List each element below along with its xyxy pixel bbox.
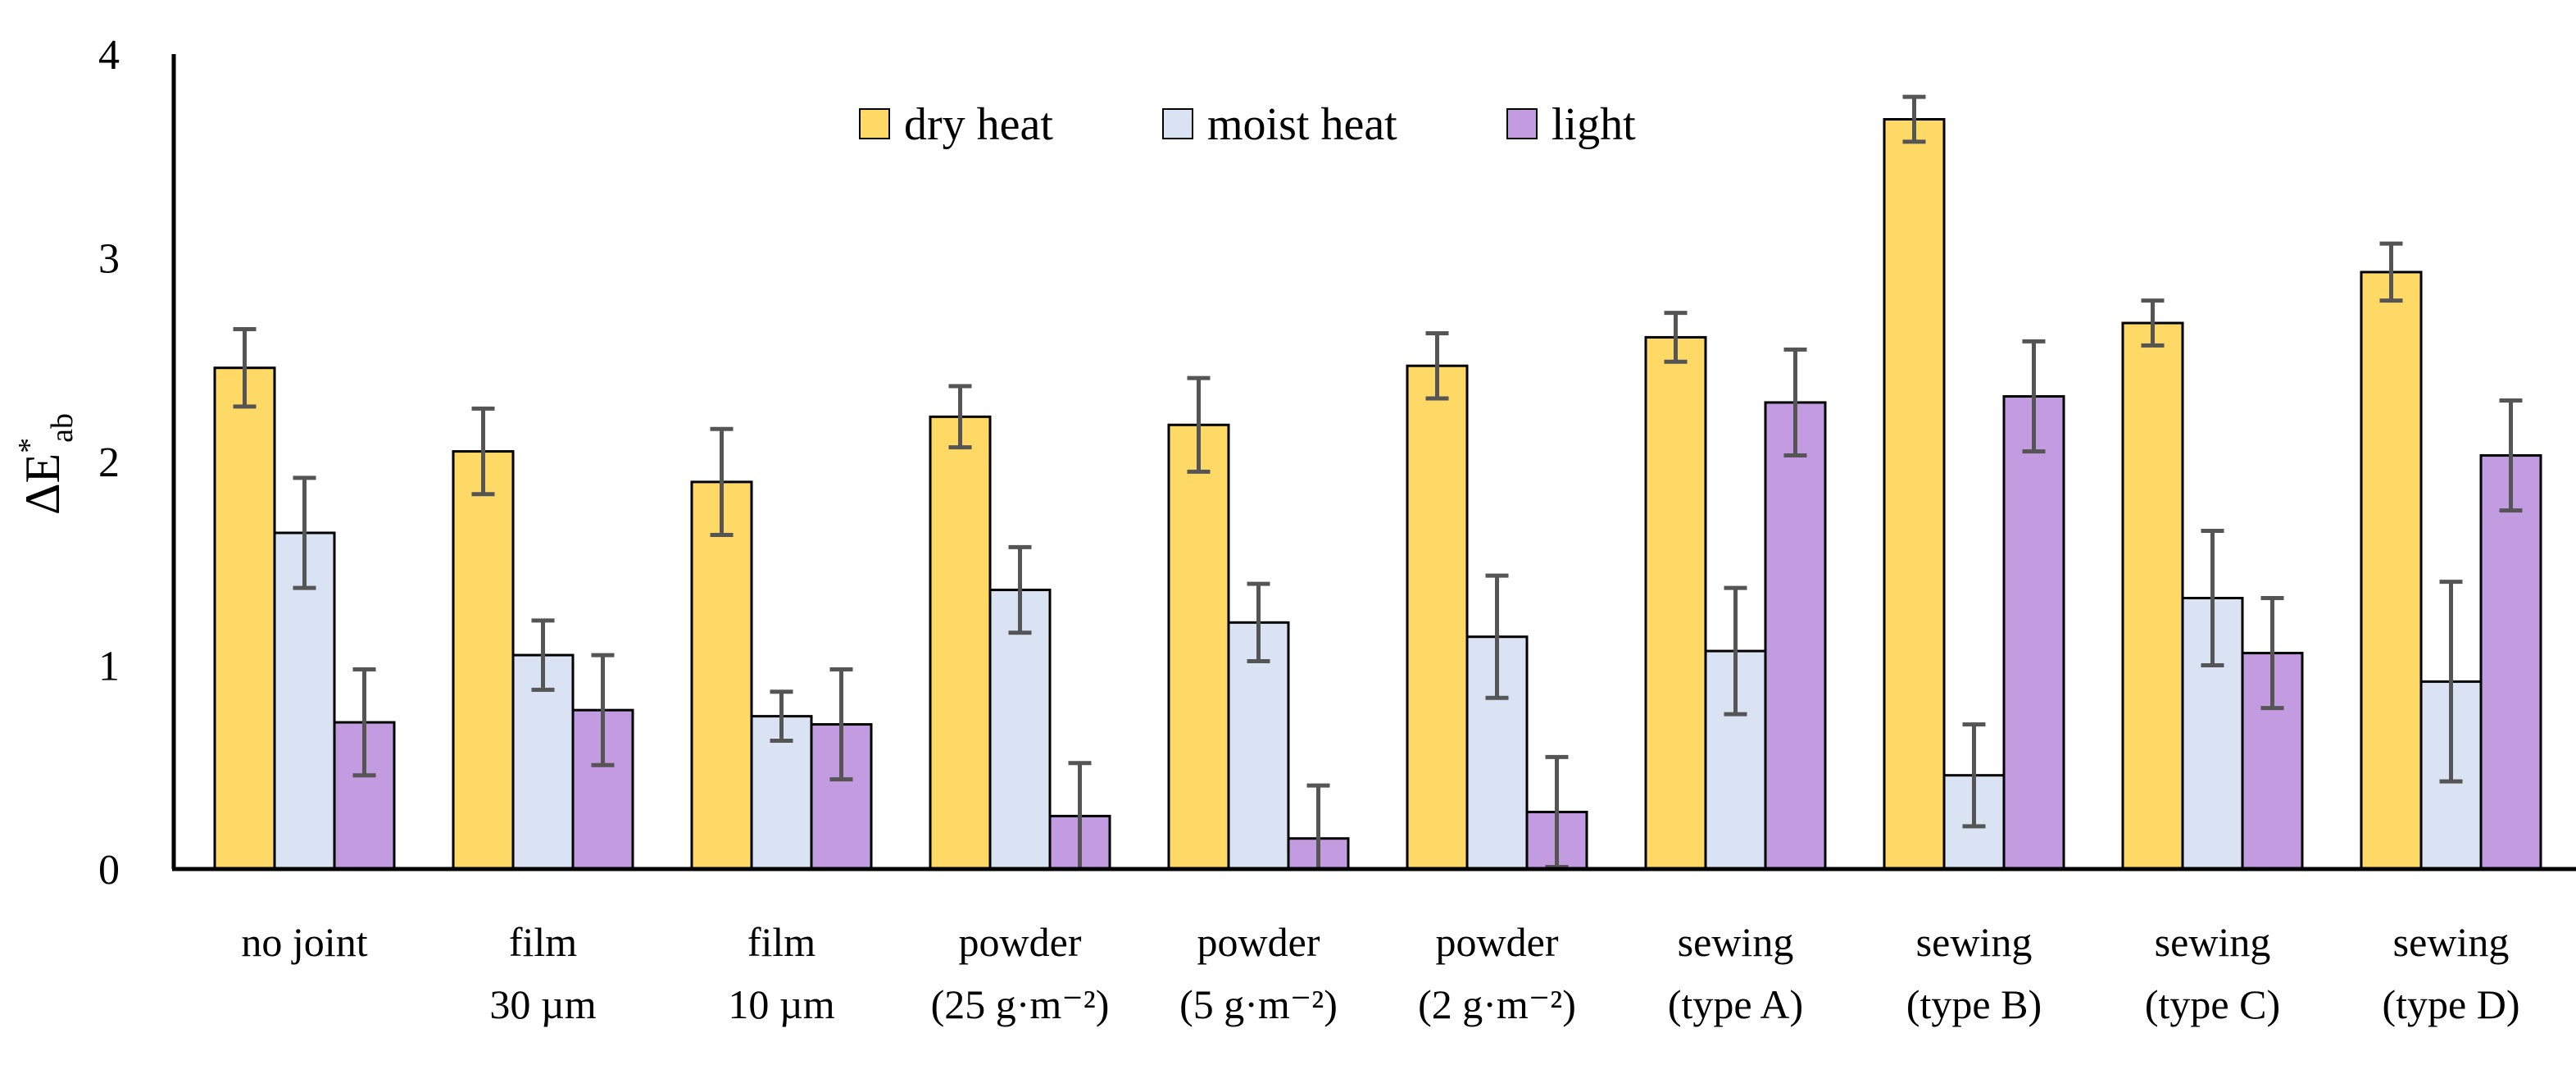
category-label-line1: powder	[1197, 919, 1320, 965]
y-tick-labels: 0 1 2 3 4	[98, 32, 120, 894]
y-tick-label: 3	[98, 236, 120, 283]
category-label-line1: sewing	[1678, 919, 1794, 965]
y-tick-label: 4	[98, 32, 120, 79]
bar-dry-heat	[690, 480, 753, 871]
error-bars-group	[233, 94, 2523, 871]
error-bar-dry-heat	[1664, 311, 1688, 364]
legend: dry heat moist heat light	[859, 99, 1636, 150]
category-label: film 10 µm	[728, 919, 834, 1027]
category-label-line1: film	[509, 919, 577, 965]
error-bar-dry-heat	[948, 384, 972, 450]
category-label-line2: (2 g·m⁻²)	[1418, 981, 1576, 1027]
category-label: no joint	[241, 919, 367, 965]
category-label-line1: film	[747, 919, 816, 965]
legend-label-dry-heat: dry heat	[904, 99, 1053, 150]
category-labels: no joint film 30 µm film 10 µm powder (25 g…	[241, 919, 2519, 1027]
category-label-line1: sewing	[2393, 919, 2510, 965]
error-bar-dry-heat	[1187, 375, 1211, 474]
legend-swatch-dry-heat	[859, 108, 890, 139]
error-bar-dry-heat	[710, 426, 734, 537]
error-bar-moist-heat	[1008, 544, 1032, 635]
error-bar-moist-heat	[2201, 528, 2224, 667]
bar-light	[2479, 454, 2542, 871]
category-label-line2: 30 µm	[489, 981, 596, 1027]
bar-dry-heat	[1167, 423, 1230, 871]
error-bar-moist-heat	[1962, 722, 1986, 829]
error-bar-light	[2499, 398, 2523, 513]
y-tick-label: 2	[98, 439, 120, 486]
category-label-line2: 10 µm	[728, 981, 834, 1027]
y-tick-label: 1	[98, 644, 120, 690]
category-label-line2: (type B)	[1906, 981, 2042, 1027]
error-bar-moist-heat	[1724, 585, 1747, 717]
y-axis-label-sup: *	[12, 438, 47, 453]
category-label-line2: (25 g·m⁻²)	[931, 981, 1110, 1027]
bar-light	[2002, 394, 2065, 871]
bar-light	[1764, 401, 1827, 871]
category-label-line2: (type D)	[2383, 981, 2520, 1027]
error-bar-moist-heat	[1247, 581, 1270, 664]
error-bar-moist-heat	[770, 689, 793, 743]
category-label-line1: no joint	[241, 919, 367, 965]
y-axis-label: ΔE*ab	[12, 413, 80, 515]
error-bar-dry-heat	[1902, 94, 1926, 144]
category-label: sewing (type C)	[2145, 919, 2280, 1027]
category-label-line1: sewing	[2155, 919, 2271, 965]
category-label-line2: (type A)	[1668, 981, 1803, 1027]
category-label: sewing (type D)	[2383, 919, 2520, 1027]
category-label: sewing (type B)	[1906, 919, 2042, 1027]
bar-dry-heat	[2121, 321, 2184, 871]
bar-dry-heat	[929, 415, 992, 871]
category-label: film 30 µm	[489, 919, 596, 1027]
bar-light	[571, 708, 634, 871]
error-bar-dry-heat	[1425, 330, 1449, 401]
y-axis-label-sub: ab	[45, 413, 80, 443]
y-axis-label-main: ΔE	[16, 453, 70, 515]
error-bar-moist-heat	[293, 476, 316, 590]
error-bar-light	[352, 667, 376, 778]
error-bar-light	[829, 667, 853, 782]
y-tick-label: 0	[98, 847, 120, 894]
error-bar-moist-heat	[531, 618, 555, 692]
legend-swatch-moist-heat	[1162, 108, 1193, 139]
category-label-line2: (type C)	[2145, 981, 2280, 1027]
legend-label-light: light	[1552, 99, 1636, 150]
category-label: powder (2 g·m⁻²)	[1418, 919, 1576, 1027]
category-label: powder (5 g·m⁻²)	[1179, 919, 1338, 1027]
error-bar-dry-heat	[471, 406, 495, 497]
bar-dry-heat	[452, 450, 515, 871]
bar-dry-heat	[1644, 335, 1707, 871]
error-bar-dry-heat	[2141, 298, 2165, 348]
error-bar-dry-heat	[2379, 241, 2403, 303]
category-label-line1: sewing	[1916, 919, 2033, 965]
error-bar-light	[2022, 339, 2046, 454]
category-label-line2: (5 g·m⁻²)	[1179, 981, 1338, 1027]
bar-dry-heat	[2360, 271, 2423, 871]
legend-swatch-light	[1506, 108, 1538, 139]
error-bar-moist-heat	[1485, 573, 1509, 700]
error-bar-moist-heat	[2439, 580, 2463, 784]
bar-dry-heat	[213, 366, 276, 871]
error-bar-light	[591, 653, 615, 767]
bars-group	[213, 118, 2542, 871]
category-label-line1: powder	[959, 919, 1082, 965]
bar-dry-heat	[1883, 118, 1946, 871]
legend-label-moist-heat: moist heat	[1207, 99, 1397, 150]
category-label: sewing (type A)	[1668, 919, 1803, 1027]
error-bar-dry-heat	[233, 326, 257, 409]
error-bar-light	[1783, 347, 1807, 458]
category-label: powder (25 g·m⁻²)	[931, 919, 1110, 1027]
bar-dry-heat	[1406, 364, 1469, 871]
error-bar-light	[2260, 595, 2284, 711]
category-label-line1: powder	[1436, 919, 1559, 965]
